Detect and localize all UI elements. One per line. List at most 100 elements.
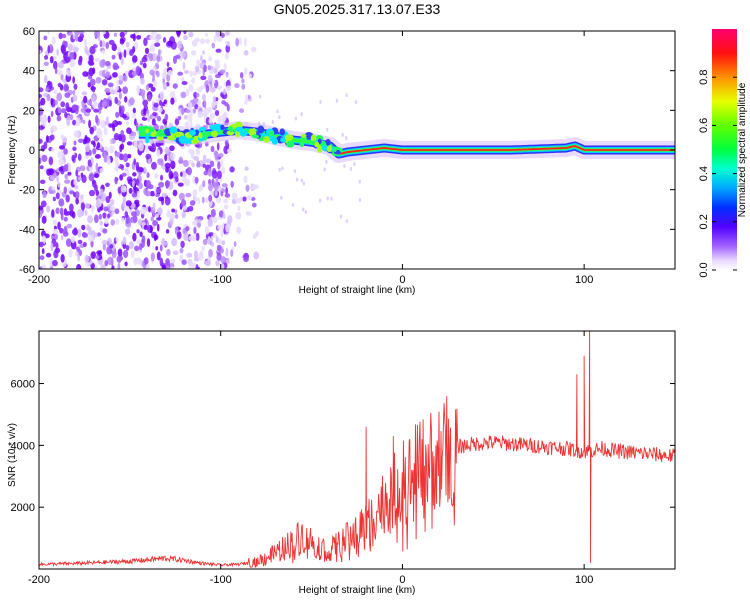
spectrogram-noise-blob xyxy=(199,54,203,62)
spectrogram-noise-blob xyxy=(98,213,102,220)
spectrogram-noise-blob xyxy=(65,238,72,247)
spectrogram-noise-blob xyxy=(113,133,120,141)
spectrogram-noise-blob xyxy=(215,260,220,267)
spectrogram-noise-blob xyxy=(205,32,208,37)
snr-ytick-label: 6000 xyxy=(11,379,35,391)
spectrogram-noise-blob xyxy=(195,232,200,241)
spectrogram-noise-blob xyxy=(63,211,70,216)
spectrogram-noise-blob xyxy=(153,102,159,108)
spectrogram-noise-blob xyxy=(120,133,126,143)
spectrogram-noise-blob xyxy=(124,96,128,103)
spectrogram-ridge-blob xyxy=(202,130,207,138)
spectrogram-noise-blob xyxy=(96,232,102,237)
spectrogram-noise-blob xyxy=(202,180,206,188)
spectrogram-noise-blob xyxy=(50,110,54,118)
spectrogram-ridge-blob xyxy=(286,140,295,148)
spectrogram-noise-blob xyxy=(132,215,138,223)
spectrogram-noise-blob xyxy=(74,191,80,200)
spectrogram-noise-blob xyxy=(176,31,182,36)
spectrogram-noise-blob xyxy=(72,146,77,151)
colorbar-tick-label: 0.8 xyxy=(698,70,710,85)
spectrogram-noise-blob xyxy=(95,114,99,124)
spectrogram-noise-blob xyxy=(293,169,297,174)
spectrogram-noise-blob xyxy=(82,241,87,248)
spectrogram-noise-blob xyxy=(75,198,79,205)
spectrogram-noise-blob xyxy=(81,224,86,231)
spectrogram-noise-blob xyxy=(113,65,120,70)
spectrogram-noise-blob xyxy=(87,226,92,233)
spectrogram-noise-blob xyxy=(69,210,74,217)
spectrogram-noise-blob xyxy=(188,117,193,123)
spectrogram-noise-blob xyxy=(226,85,232,92)
spectrogram-noise-blob xyxy=(120,130,125,136)
spectrogram-noise-blob xyxy=(203,261,210,266)
spectrogram-noise-blob xyxy=(212,233,217,239)
spectrogram-noise-blob xyxy=(124,70,130,77)
spectrogram-noise-blob xyxy=(143,37,148,47)
spectrogram-noise-blob xyxy=(166,61,170,67)
spectrogram-noise-blob xyxy=(167,69,174,77)
spectrogram-noise-blob xyxy=(208,178,212,186)
spectrogram-noise-blob xyxy=(300,178,304,183)
spectrogram-noise-blob xyxy=(43,74,48,84)
spectrogram-noise-blob xyxy=(238,37,242,46)
spectrogram-noise-blob xyxy=(84,45,89,54)
spectrogram-noise-blob xyxy=(319,99,322,104)
spectrogram-noise-blob xyxy=(45,252,52,258)
spectrogram-noise-blob xyxy=(214,59,220,65)
spectrogram-ridge-blob xyxy=(317,138,322,145)
spectrogram-noise-blob xyxy=(94,265,98,269)
spectrogram-noise-blob xyxy=(89,162,93,168)
spectrogram-noise-blob xyxy=(108,123,114,128)
spectrogram-noise-blob xyxy=(152,72,156,82)
spectrogram-noise-blob xyxy=(188,260,193,266)
spectrogram-ridge-blob xyxy=(229,126,234,133)
spectrogram-noise-blob xyxy=(47,31,51,35)
spectrogram-noise-blob xyxy=(105,195,111,204)
spectrogram-noise-blob xyxy=(202,50,205,55)
spectrogram-ridge-blob xyxy=(240,132,247,137)
spectrogram-noise-blob xyxy=(135,65,141,75)
spectrogram-noise-blob xyxy=(207,167,212,177)
spectrogram-noise-blob xyxy=(133,139,138,149)
spectrogram-noise-blob xyxy=(185,178,191,187)
spectrogram-noise-blob xyxy=(63,164,70,172)
spectrogram-ridge-blob xyxy=(248,128,254,137)
spectrogram-noise-blob xyxy=(353,162,356,167)
spectrogram-noise-blob xyxy=(95,200,100,209)
spectrogram-noise-blob xyxy=(58,61,64,69)
snr-ytick-label: 4000 xyxy=(11,440,35,452)
spectrogram-noise-blob xyxy=(116,151,120,157)
spectrogram-noise-blob xyxy=(141,235,146,243)
spectrogram-noise-blob xyxy=(124,261,128,267)
spectrogram-noise-blob xyxy=(166,209,171,218)
spectrogram-noise-blob xyxy=(186,167,193,176)
spectrogram-noise-blob xyxy=(54,233,59,241)
spectrogram-noise-blob xyxy=(127,153,132,159)
spectrogram-noise-blob xyxy=(181,80,188,86)
spectrogram-noise-blob xyxy=(80,202,86,211)
spectrogram-noise-blob xyxy=(51,147,55,152)
spectrogram-noise-blob xyxy=(63,216,68,222)
spectrogram-noise-blob xyxy=(88,166,93,171)
spectrogram-noise-blob xyxy=(78,138,84,144)
spectrogram-noise-blob xyxy=(149,225,153,234)
spectrogram-ridge-blob xyxy=(279,128,285,136)
spectrogram-noise-blob xyxy=(114,156,119,164)
spectrogram-noise-blob xyxy=(217,115,222,124)
spectrogram-ridge xyxy=(131,121,675,163)
spectrogram-noise-blob xyxy=(216,170,222,180)
spectrogram-noise-blob xyxy=(60,108,67,114)
spectrogram-noise-blob xyxy=(43,35,48,41)
spectrogram-noise-blob xyxy=(192,70,197,77)
spectrogram-noise-blob xyxy=(120,57,124,66)
spectrogram-noise-blob xyxy=(188,148,194,154)
spectrogram-noise-blob xyxy=(278,167,281,172)
spectrogram-noise-blob xyxy=(64,111,68,119)
snr-ylabel: SNR (10 * v/v) xyxy=(7,423,18,487)
spectrogram-noise-blob xyxy=(221,166,226,175)
spectrogram-noise-blob xyxy=(177,40,183,50)
spectrogram-noise-blob xyxy=(302,207,305,212)
spectrogram-noise-blob xyxy=(155,33,162,40)
spectrogram-noise-blob xyxy=(276,109,279,114)
